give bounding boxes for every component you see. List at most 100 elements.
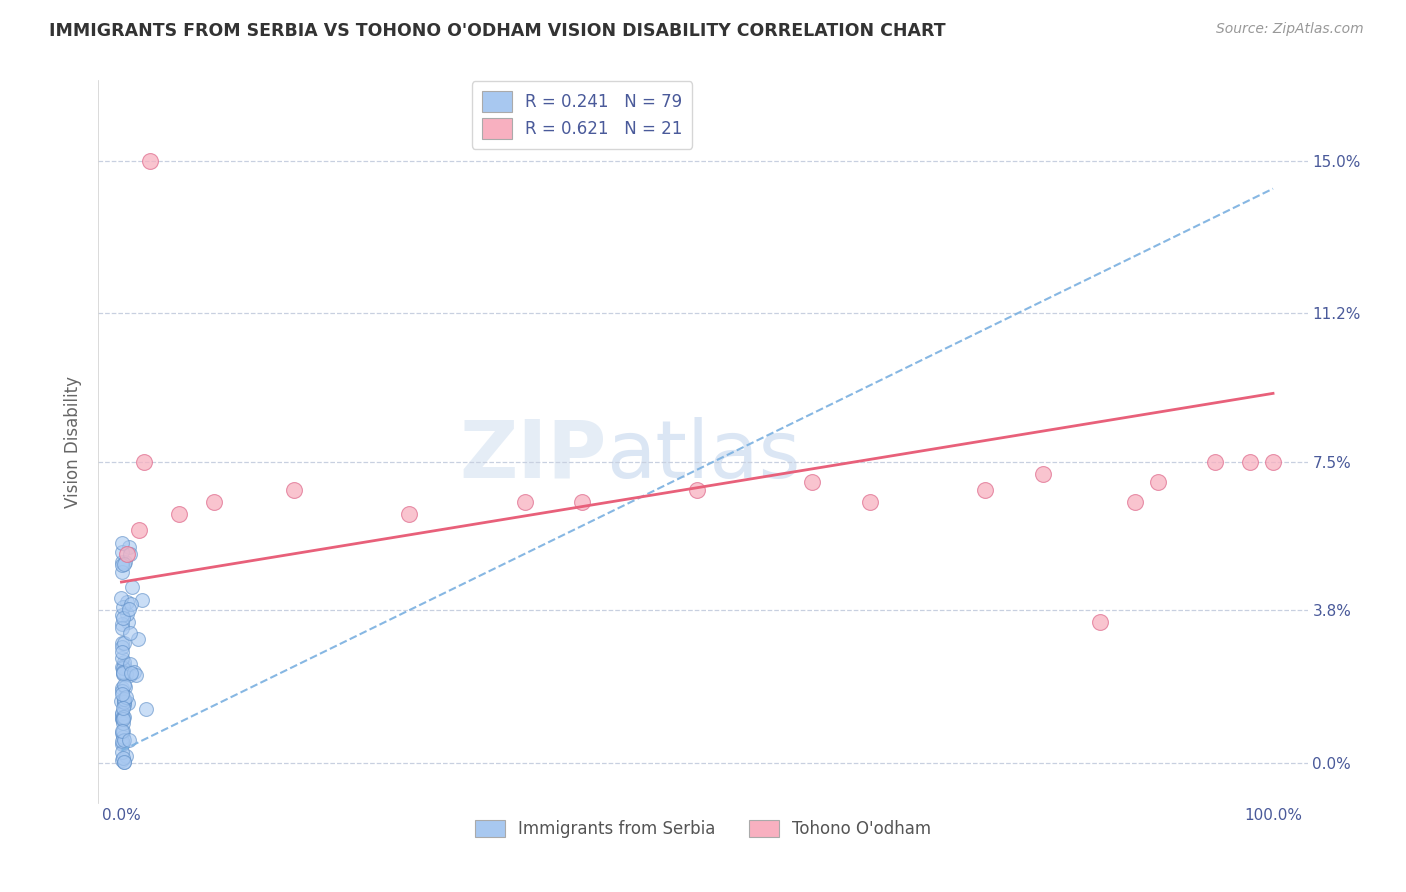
Point: [110, 650, 132, 665]
Point: [111, 707, 134, 722]
Point: [112, 665, 135, 679]
Point: [202, 494, 225, 508]
Text: atlas: atlas: [606, 417, 800, 495]
Point: [111, 723, 134, 738]
Point: [112, 666, 135, 681]
Point: [111, 736, 134, 750]
Point: [111, 724, 134, 739]
Point: [117, 602, 139, 616]
Point: [117, 696, 139, 710]
Point: [283, 483, 305, 497]
Legend: Immigrants from Serbia, Tohono O'odham: Immigrants from Serbia, Tohono O'odham: [468, 814, 938, 845]
Point: [111, 607, 134, 622]
Y-axis label: Vision Disability: Vision Disability: [65, 376, 83, 508]
Point: [118, 625, 141, 640]
Point: [111, 715, 134, 730]
Point: [1090, 615, 1112, 630]
Point: [115, 595, 138, 609]
Point: [115, 749, 138, 764]
Point: [115, 547, 138, 561]
Point: [118, 733, 141, 747]
Point: [112, 732, 135, 747]
Point: [686, 483, 709, 497]
Point: [115, 607, 138, 622]
Point: [112, 710, 135, 724]
Point: [117, 615, 139, 629]
Point: [110, 591, 132, 605]
Point: [112, 656, 135, 670]
Point: [114, 667, 136, 681]
Point: [118, 657, 141, 672]
Point: [110, 726, 132, 740]
Point: [112, 661, 135, 675]
Point: [1147, 475, 1170, 489]
Point: [111, 660, 134, 674]
Point: [114, 555, 136, 569]
Point: [167, 507, 190, 521]
Point: [111, 536, 134, 550]
Point: [111, 751, 134, 765]
Point: [112, 710, 135, 724]
Point: [114, 658, 136, 673]
Point: [974, 483, 997, 497]
Point: [112, 611, 135, 625]
Point: [118, 547, 141, 561]
Point: [859, 494, 882, 508]
Point: [111, 545, 134, 559]
Point: [111, 616, 134, 631]
Point: [111, 687, 134, 701]
Point: [131, 593, 153, 607]
Point: [120, 666, 142, 681]
Point: [112, 698, 135, 713]
Point: [112, 636, 135, 650]
Point: [115, 690, 138, 704]
Point: [111, 753, 134, 767]
Point: [801, 475, 824, 489]
Point: [111, 555, 134, 569]
Point: [134, 455, 156, 469]
Point: [111, 711, 134, 725]
Point: [110, 734, 132, 748]
Point: [110, 565, 132, 579]
Point: [1239, 455, 1261, 469]
Point: [111, 640, 134, 654]
Point: [118, 540, 141, 554]
Point: [139, 153, 162, 168]
Point: [110, 694, 132, 708]
Point: [111, 737, 134, 751]
Point: [112, 694, 135, 708]
Point: [120, 597, 142, 611]
Point: [121, 580, 143, 594]
Point: [111, 636, 134, 650]
Point: [118, 668, 141, 682]
Point: [1204, 455, 1226, 469]
Point: [124, 665, 146, 679]
Point: [111, 706, 134, 721]
Point: [1123, 494, 1146, 508]
Point: [111, 600, 134, 615]
Point: [125, 667, 148, 681]
Point: [112, 712, 135, 726]
Text: Source: ZipAtlas.com: Source: ZipAtlas.com: [1216, 22, 1364, 37]
Point: [111, 558, 134, 572]
Point: [1032, 467, 1054, 481]
Point: [111, 681, 134, 696]
Point: [111, 621, 134, 635]
Point: [112, 755, 135, 769]
Point: [571, 494, 593, 508]
Point: [112, 557, 135, 571]
Point: [111, 730, 134, 744]
Point: [1261, 455, 1284, 469]
Text: IMMIGRANTS FROM SERBIA VS TOHONO O'ODHAM VISION DISABILITY CORRELATION CHART: IMMIGRANTS FROM SERBIA VS TOHONO O'ODHAM…: [49, 22, 946, 40]
Point: [114, 680, 136, 694]
Point: [111, 745, 134, 759]
Point: [398, 507, 420, 521]
Point: [111, 712, 134, 726]
Point: [112, 678, 135, 692]
Point: [111, 684, 134, 698]
Text: ZIP: ZIP: [458, 417, 606, 495]
Point: [112, 666, 135, 681]
Point: [112, 691, 135, 706]
Point: [135, 702, 157, 716]
Point: [128, 523, 150, 537]
